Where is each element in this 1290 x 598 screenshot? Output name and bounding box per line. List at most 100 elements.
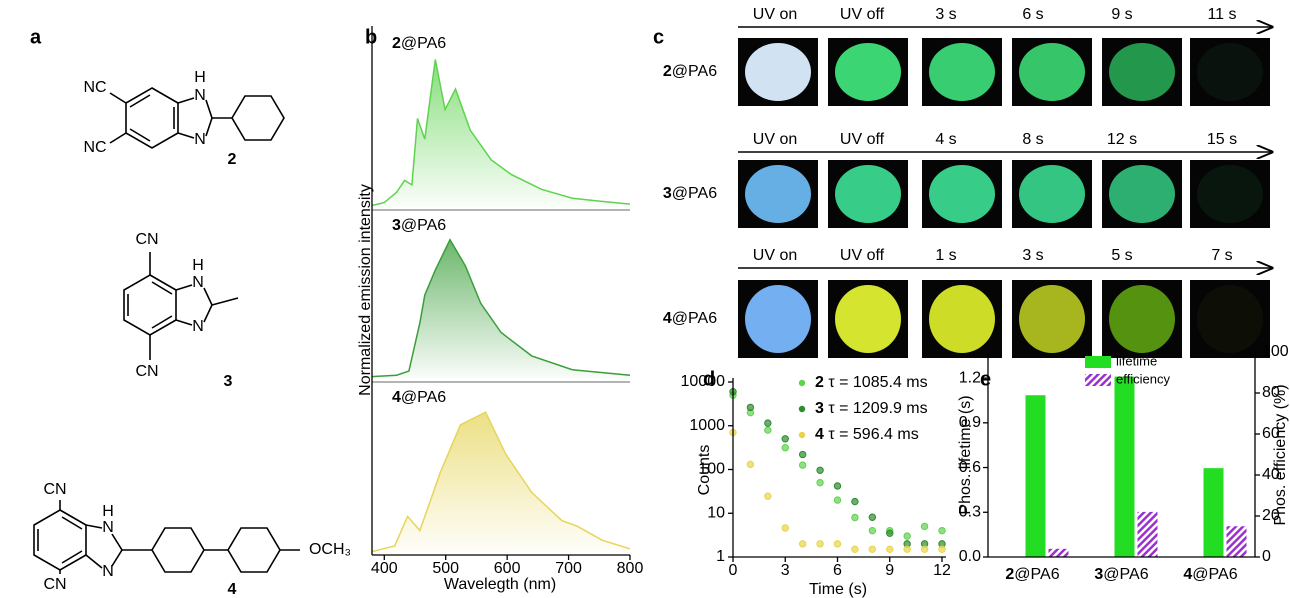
sample-label: 2@PA6 <box>663 63 717 80</box>
legend-label: lifetime <box>1116 353 1157 368</box>
legend-label: 2 τ = 1085.4 ms <box>815 374 928 391</box>
y2-axis-label: Phos. efficiency (%) <box>1272 384 1289 525</box>
bar <box>1025 395 1046 557</box>
time-label: 6 s <box>1022 6 1043 23</box>
x-tick-label: 500 <box>432 560 459 577</box>
time-label: UV off <box>840 247 885 264</box>
data-point <box>868 513 877 521</box>
legend-label: 3 τ = 1209.9 ms <box>815 400 928 417</box>
y-axis-label: Counts <box>696 445 713 496</box>
photo-sample <box>1197 43 1263 101</box>
x-tick-label: 2@PA6 <box>1005 566 1059 583</box>
atom-label: N <box>194 131 206 148</box>
panel-label: d <box>703 368 715 390</box>
data-point <box>781 435 789 443</box>
atom-label: NC <box>83 79 106 96</box>
compound-number: 3 <box>224 373 233 390</box>
panel-label: c <box>653 26 664 48</box>
time-label: UV off <box>840 131 885 148</box>
structures <box>33 87 300 574</box>
time-label: 3 s <box>1022 247 1043 264</box>
data-point <box>851 497 859 506</box>
atom-label: CN <box>43 576 66 593</box>
photo-sample <box>1109 43 1175 101</box>
data-point <box>938 545 946 553</box>
y-tick-label: 10 <box>707 504 725 521</box>
x-axis-label: Wavelegth (nm) <box>444 576 556 593</box>
data-point <box>816 540 824 548</box>
panel-label: b <box>365 26 377 48</box>
photo-sample <box>835 43 901 101</box>
x-tick-label: 800 <box>617 560 644 577</box>
x-tick-label: 9 <box>885 562 894 579</box>
time-label: UV on <box>753 247 797 264</box>
spectrum-area <box>372 59 630 207</box>
time-label: 11 s <box>1207 6 1236 23</box>
data-point <box>746 460 755 469</box>
data-point <box>833 496 842 504</box>
photo-sample <box>1197 165 1263 223</box>
atom-label: H <box>102 503 114 520</box>
data-point <box>816 478 824 487</box>
photo-sample <box>835 285 901 353</box>
data-point <box>798 461 807 469</box>
photo-sample <box>1019 285 1085 353</box>
x-tick-label: 4@PA6 <box>1183 566 1237 583</box>
legend-swatch <box>1085 374 1111 386</box>
photo-sample <box>745 285 811 353</box>
y2-tick-label: 40 <box>1262 466 1280 483</box>
atom-label: N <box>194 87 206 104</box>
y2-tick-label: 0 <box>1262 548 1271 565</box>
photo-sample <box>929 165 995 223</box>
x-tick-label: 700 <box>555 560 582 577</box>
x-tick-label: 600 <box>494 560 521 577</box>
x-tick-label: 12 <box>933 562 951 579</box>
photo-sample <box>1197 285 1263 353</box>
data-point <box>798 540 807 548</box>
spectrum-line <box>371 59 631 207</box>
data-point <box>851 513 859 522</box>
spectrum-area <box>372 412 630 553</box>
data-point <box>903 545 911 553</box>
legend-marker <box>798 405 806 413</box>
photo-sample <box>1109 165 1175 223</box>
photo-sample <box>745 43 811 101</box>
data-point <box>938 526 946 535</box>
data-point <box>746 403 755 412</box>
time-label: 1 s <box>935 247 956 264</box>
data-point <box>851 545 859 553</box>
time-label: 4 s <box>935 131 956 148</box>
time-label: 15 s <box>1207 131 1237 148</box>
atom-label: N <box>192 318 204 335</box>
atom-label: N <box>192 274 204 291</box>
data-point <box>764 426 772 434</box>
sample-label: 4@PA6 <box>663 310 717 327</box>
y-tick-label: 0.9 <box>959 414 981 431</box>
y-tick-label: 100 <box>698 461 725 478</box>
photo-sample <box>1019 43 1085 101</box>
data-point <box>833 540 842 548</box>
x-tick-label: 3 <box>781 562 790 579</box>
x-tick-label: 0 <box>729 562 738 579</box>
bar <box>1203 468 1224 557</box>
legend-label: efficiency <box>1116 371 1170 386</box>
series-label: 2@PA6 <box>392 35 446 52</box>
series-label: 3@PA6 <box>392 217 446 234</box>
bar <box>1137 511 1158 557</box>
compound-number: 2 <box>228 151 237 168</box>
bar <box>1226 526 1247 557</box>
y-tick-label: 1.2 <box>959 369 981 386</box>
photo-sample <box>1109 285 1175 353</box>
atom-label: N <box>102 563 114 580</box>
legend-label: 4 τ = 596.4 ms <box>815 426 919 443</box>
y-axis-label: Phos. lifetime (s) <box>957 395 974 514</box>
data-point <box>920 545 929 553</box>
data-point <box>798 450 807 459</box>
sample-label: 3@PA6 <box>663 185 717 202</box>
y-tick-label: 1 <box>716 548 725 565</box>
legend-marker <box>798 379 806 387</box>
time-label: 8 s <box>1022 131 1043 148</box>
legend-marker <box>798 431 806 439</box>
x-tick-label: 400 <box>371 560 398 577</box>
data-point <box>886 545 894 553</box>
